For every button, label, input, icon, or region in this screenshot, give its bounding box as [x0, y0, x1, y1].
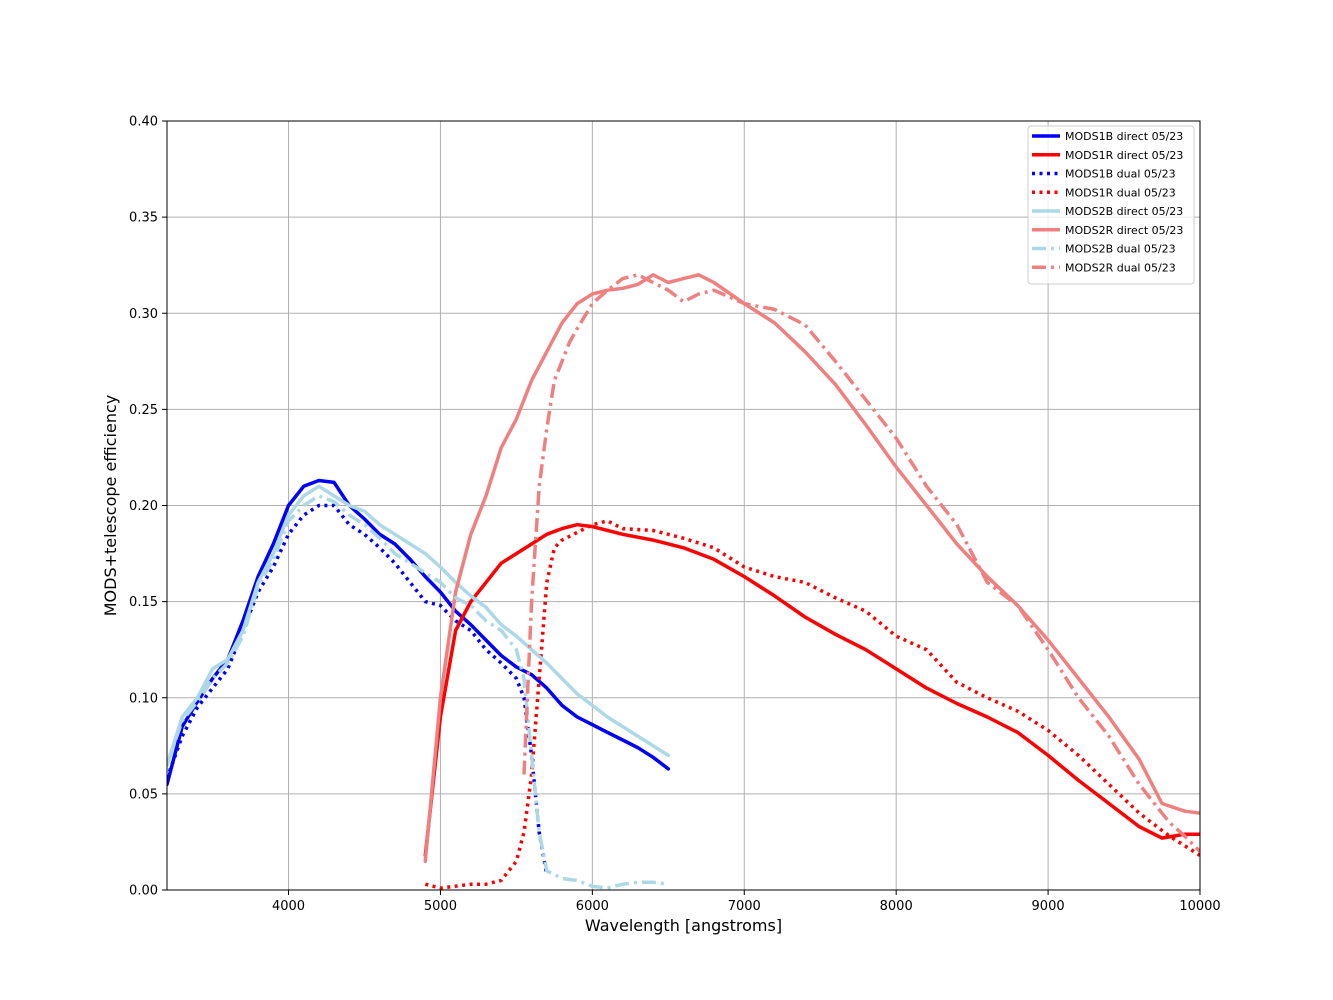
y-tick-label: 0.25 [129, 403, 158, 418]
legend-label: MODS2R dual 05/23 [1065, 261, 1176, 274]
legend-label: MODS1R dual 05/23 [1065, 186, 1176, 199]
legend-label: MODS2B dual 05/23 [1065, 243, 1176, 256]
series-line-mods2b-dual-05-23 [167, 494, 669, 890]
series-line-mods1r-direct-05-23 [423, 522, 1200, 858]
y-tick-label: 0.20 [129, 499, 158, 514]
series-line-mods1r-dual-05-23 [424, 519, 1200, 890]
series-lines [167, 273, 1200, 890]
legend-box [1027, 125, 1195, 285]
x-tick-label: 6000 [576, 899, 609, 914]
legend-label: MODS1B direct 05/23 [1065, 130, 1183, 143]
axis-ticks: 4000 5000 6000 7000 8000 9000 10000 0.00 0.05 0.1… [129, 115, 1221, 915]
series-line-mods2r-dual-05-23 [522, 273, 1200, 853]
y-tick-label: 0.10 [129, 691, 158, 706]
x-tick-label: 7000 [728, 899, 761, 914]
legend-label: MODS2R direct 05/23 [1065, 224, 1183, 237]
x-tick-label: 9000 [1032, 899, 1065, 914]
legend: MODS1B direct 05/23 MODS1R direct 05/23 MO… [1027, 125, 1195, 285]
x-tick-label: 4000 [272, 899, 305, 914]
x-tick-label: 8000 [880, 899, 913, 914]
x-axis-label: Wavelength [angstroms] [585, 916, 782, 935]
y-tick-label: 0.40 [129, 115, 158, 130]
x-tick-label: 10000 [1179, 899, 1220, 914]
y-tick-label: 0.35 [129, 211, 158, 226]
y-tick-label: 0.30 [129, 307, 158, 322]
y-tick-label: 0.15 [129, 595, 158, 610]
x-tick-label: 5000 [424, 899, 457, 914]
y-tick-label: 0.05 [129, 787, 158, 802]
y-axis-label: MODS+telescope efficiency [101, 395, 120, 617]
series-line-mods1b-dual-05-23 [167, 503, 549, 875]
series-line-mods2r-direct-05-23 [423, 273, 1200, 863]
legend-label: MODS1B dual 05/23 [1065, 168, 1176, 181]
legend-label: MODS1R direct 05/23 [1065, 149, 1183, 162]
legend-label: MODS2B direct 05/23 [1065, 205, 1183, 218]
y-tick-label: 0.00 [129, 884, 158, 899]
